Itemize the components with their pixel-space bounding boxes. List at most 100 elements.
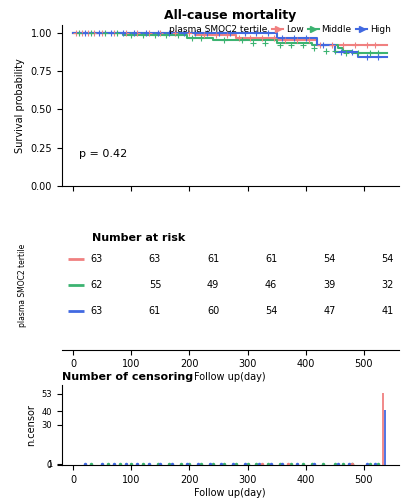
Point [279,34,286,42]
Point [288,41,294,49]
Text: 46: 46 [265,280,277,290]
Point [215,28,222,36]
Text: 54: 54 [381,254,394,264]
Y-axis label: Survival probability: Survival probability [15,58,25,153]
Point [151,31,158,39]
Middle [341,45,346,51]
Text: 61: 61 [265,254,277,264]
Point [262,38,268,46]
Middle [350,50,355,56]
Point [224,31,231,39]
Point [140,31,146,39]
Point [198,34,204,42]
Point [73,28,79,36]
Legend: plasma SMOC2 tertile, Low, Middle, High: plasma SMOC2 tertile, Low, Middle, High [152,22,394,38]
Point [154,28,161,36]
Text: 63: 63 [91,254,103,264]
Point [99,28,106,36]
High [71,30,76,36]
High [385,54,390,60]
High [315,34,320,40]
Point [79,28,85,36]
Text: 49: 49 [207,280,219,290]
Low [193,32,198,38]
Y-axis label: n.censor: n.censor [26,404,36,446]
Text: 63: 63 [91,306,103,316]
Point [186,28,193,36]
Low [274,34,279,40]
Text: 60: 60 [207,306,219,316]
Point [352,41,358,49]
Point [131,28,138,36]
Middle [71,30,76,36]
Low [71,30,76,36]
Point [201,31,207,39]
Point [323,47,329,55]
Point [102,28,109,36]
Point [247,34,254,42]
Point [291,34,298,42]
Middle [274,40,279,46]
Point [82,28,88,36]
Point [294,36,300,44]
High [274,30,279,36]
Point [331,47,338,55]
Text: plasma SMOC2 tertile: plasma SMOC2 tertile [18,244,28,327]
Text: 32: 32 [381,280,394,290]
Text: 61: 61 [207,254,219,264]
High [332,42,337,48]
Middle [210,37,215,43]
Text: 39: 39 [323,280,335,290]
Low [274,37,279,43]
Point [340,41,347,49]
Point [276,41,283,49]
Middle [341,48,346,54]
Point [300,41,306,49]
Point [337,48,344,56]
Point [366,50,373,58]
Point [113,28,120,36]
Point [166,28,173,36]
Point [375,53,382,61]
Point [372,41,379,49]
Point [192,28,199,36]
Line: Low: Low [73,32,387,45]
Point [143,28,149,36]
Point [189,34,196,42]
Low [233,34,238,40]
High [315,42,320,48]
Point [317,41,323,49]
Point [238,36,245,44]
Text: Number at risk: Number at risk [92,234,185,243]
Point [253,28,260,36]
Text: 55: 55 [149,280,161,290]
Bar [384,410,386,465]
Text: 62: 62 [91,280,103,290]
Point [175,31,181,39]
Point [111,28,117,36]
Text: 54: 54 [323,254,335,264]
Point [305,36,312,44]
Point [355,50,361,58]
Point [259,34,266,42]
Point [363,41,370,49]
Point [85,28,91,36]
Middle [120,30,125,36]
Point [122,28,129,36]
Middle [120,32,125,38]
Point [96,28,103,36]
Bar [382,392,384,465]
Point [282,36,289,44]
Text: Number of censoring: Number of censoring [62,372,193,382]
Point [236,34,242,42]
Point [119,28,126,36]
Point [375,50,382,58]
Point [221,36,228,44]
Point [134,28,141,36]
Point [203,28,210,36]
Low [385,42,390,48]
Point [302,34,309,42]
Text: p = 0.42: p = 0.42 [79,149,127,159]
Middle [335,45,340,51]
Middle [309,40,314,46]
